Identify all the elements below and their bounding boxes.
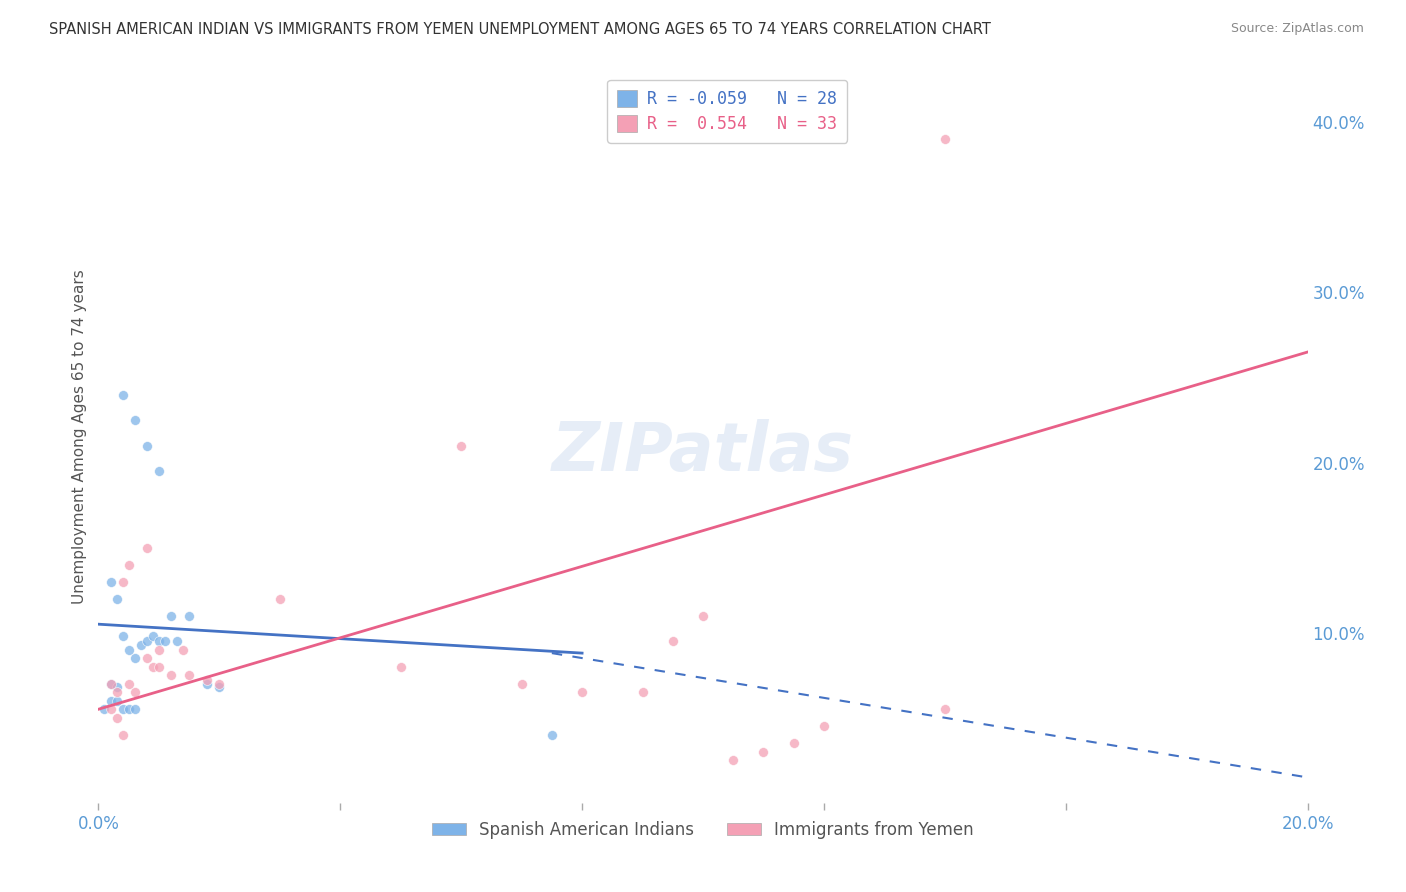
Point	[571, 685, 593, 699]
Point	[135, 651, 157, 665]
Point	[105, 685, 128, 699]
Point	[661, 634, 683, 648]
Point	[166, 634, 188, 648]
Point	[118, 558, 141, 572]
Point	[105, 591, 128, 606]
Point	[934, 132, 956, 146]
Point	[135, 634, 157, 648]
Point	[692, 608, 714, 623]
Point	[153, 634, 176, 648]
Point	[135, 541, 157, 555]
Point	[148, 464, 170, 478]
Point	[111, 387, 134, 401]
Point	[124, 413, 146, 427]
Point	[195, 673, 218, 688]
Point	[510, 677, 533, 691]
Point	[105, 711, 128, 725]
Point	[179, 668, 201, 682]
Point	[195, 677, 218, 691]
Point	[723, 753, 745, 767]
Point	[100, 677, 122, 691]
Point	[631, 685, 654, 699]
Point	[160, 608, 183, 623]
Point	[148, 659, 170, 673]
Point	[172, 642, 194, 657]
Y-axis label: Unemployment Among Ages 65 to 74 years: Unemployment Among Ages 65 to 74 years	[72, 269, 87, 605]
Point	[129, 638, 152, 652]
Legend: Spanish American Indians, Immigrants from Yemen: Spanish American Indians, Immigrants fro…	[426, 814, 980, 846]
Point	[135, 439, 157, 453]
Point	[105, 694, 128, 708]
Point	[100, 694, 122, 708]
Text: SPANISH AMERICAN INDIAN VS IMMIGRANTS FROM YEMEN UNEMPLOYMENT AMONG AGES 65 TO 7: SPANISH AMERICAN INDIAN VS IMMIGRANTS FR…	[49, 22, 991, 37]
Point	[160, 668, 183, 682]
Text: ZIPatlas: ZIPatlas	[553, 418, 853, 484]
Point	[111, 574, 134, 589]
Point	[93, 702, 115, 716]
Point	[540, 728, 562, 742]
Point	[783, 736, 806, 750]
Point	[100, 677, 122, 691]
Point	[142, 629, 165, 643]
Point	[148, 642, 170, 657]
Point	[450, 439, 472, 453]
Text: Source: ZipAtlas.com: Source: ZipAtlas.com	[1230, 22, 1364, 36]
Point	[111, 629, 134, 643]
Point	[105, 680, 128, 694]
Point	[148, 634, 170, 648]
Point	[118, 677, 141, 691]
Point	[118, 702, 141, 716]
Point	[269, 591, 291, 606]
Point	[142, 659, 165, 673]
Point	[752, 745, 775, 759]
Point	[124, 651, 146, 665]
Point	[118, 642, 141, 657]
Point	[934, 702, 956, 716]
Point	[389, 659, 412, 673]
Point	[208, 680, 231, 694]
Point	[111, 728, 134, 742]
Point	[208, 677, 231, 691]
Point	[100, 702, 122, 716]
Point	[100, 574, 122, 589]
Point	[124, 685, 146, 699]
Point	[179, 608, 201, 623]
Point	[813, 719, 835, 733]
Point	[111, 702, 134, 716]
Point	[124, 702, 146, 716]
